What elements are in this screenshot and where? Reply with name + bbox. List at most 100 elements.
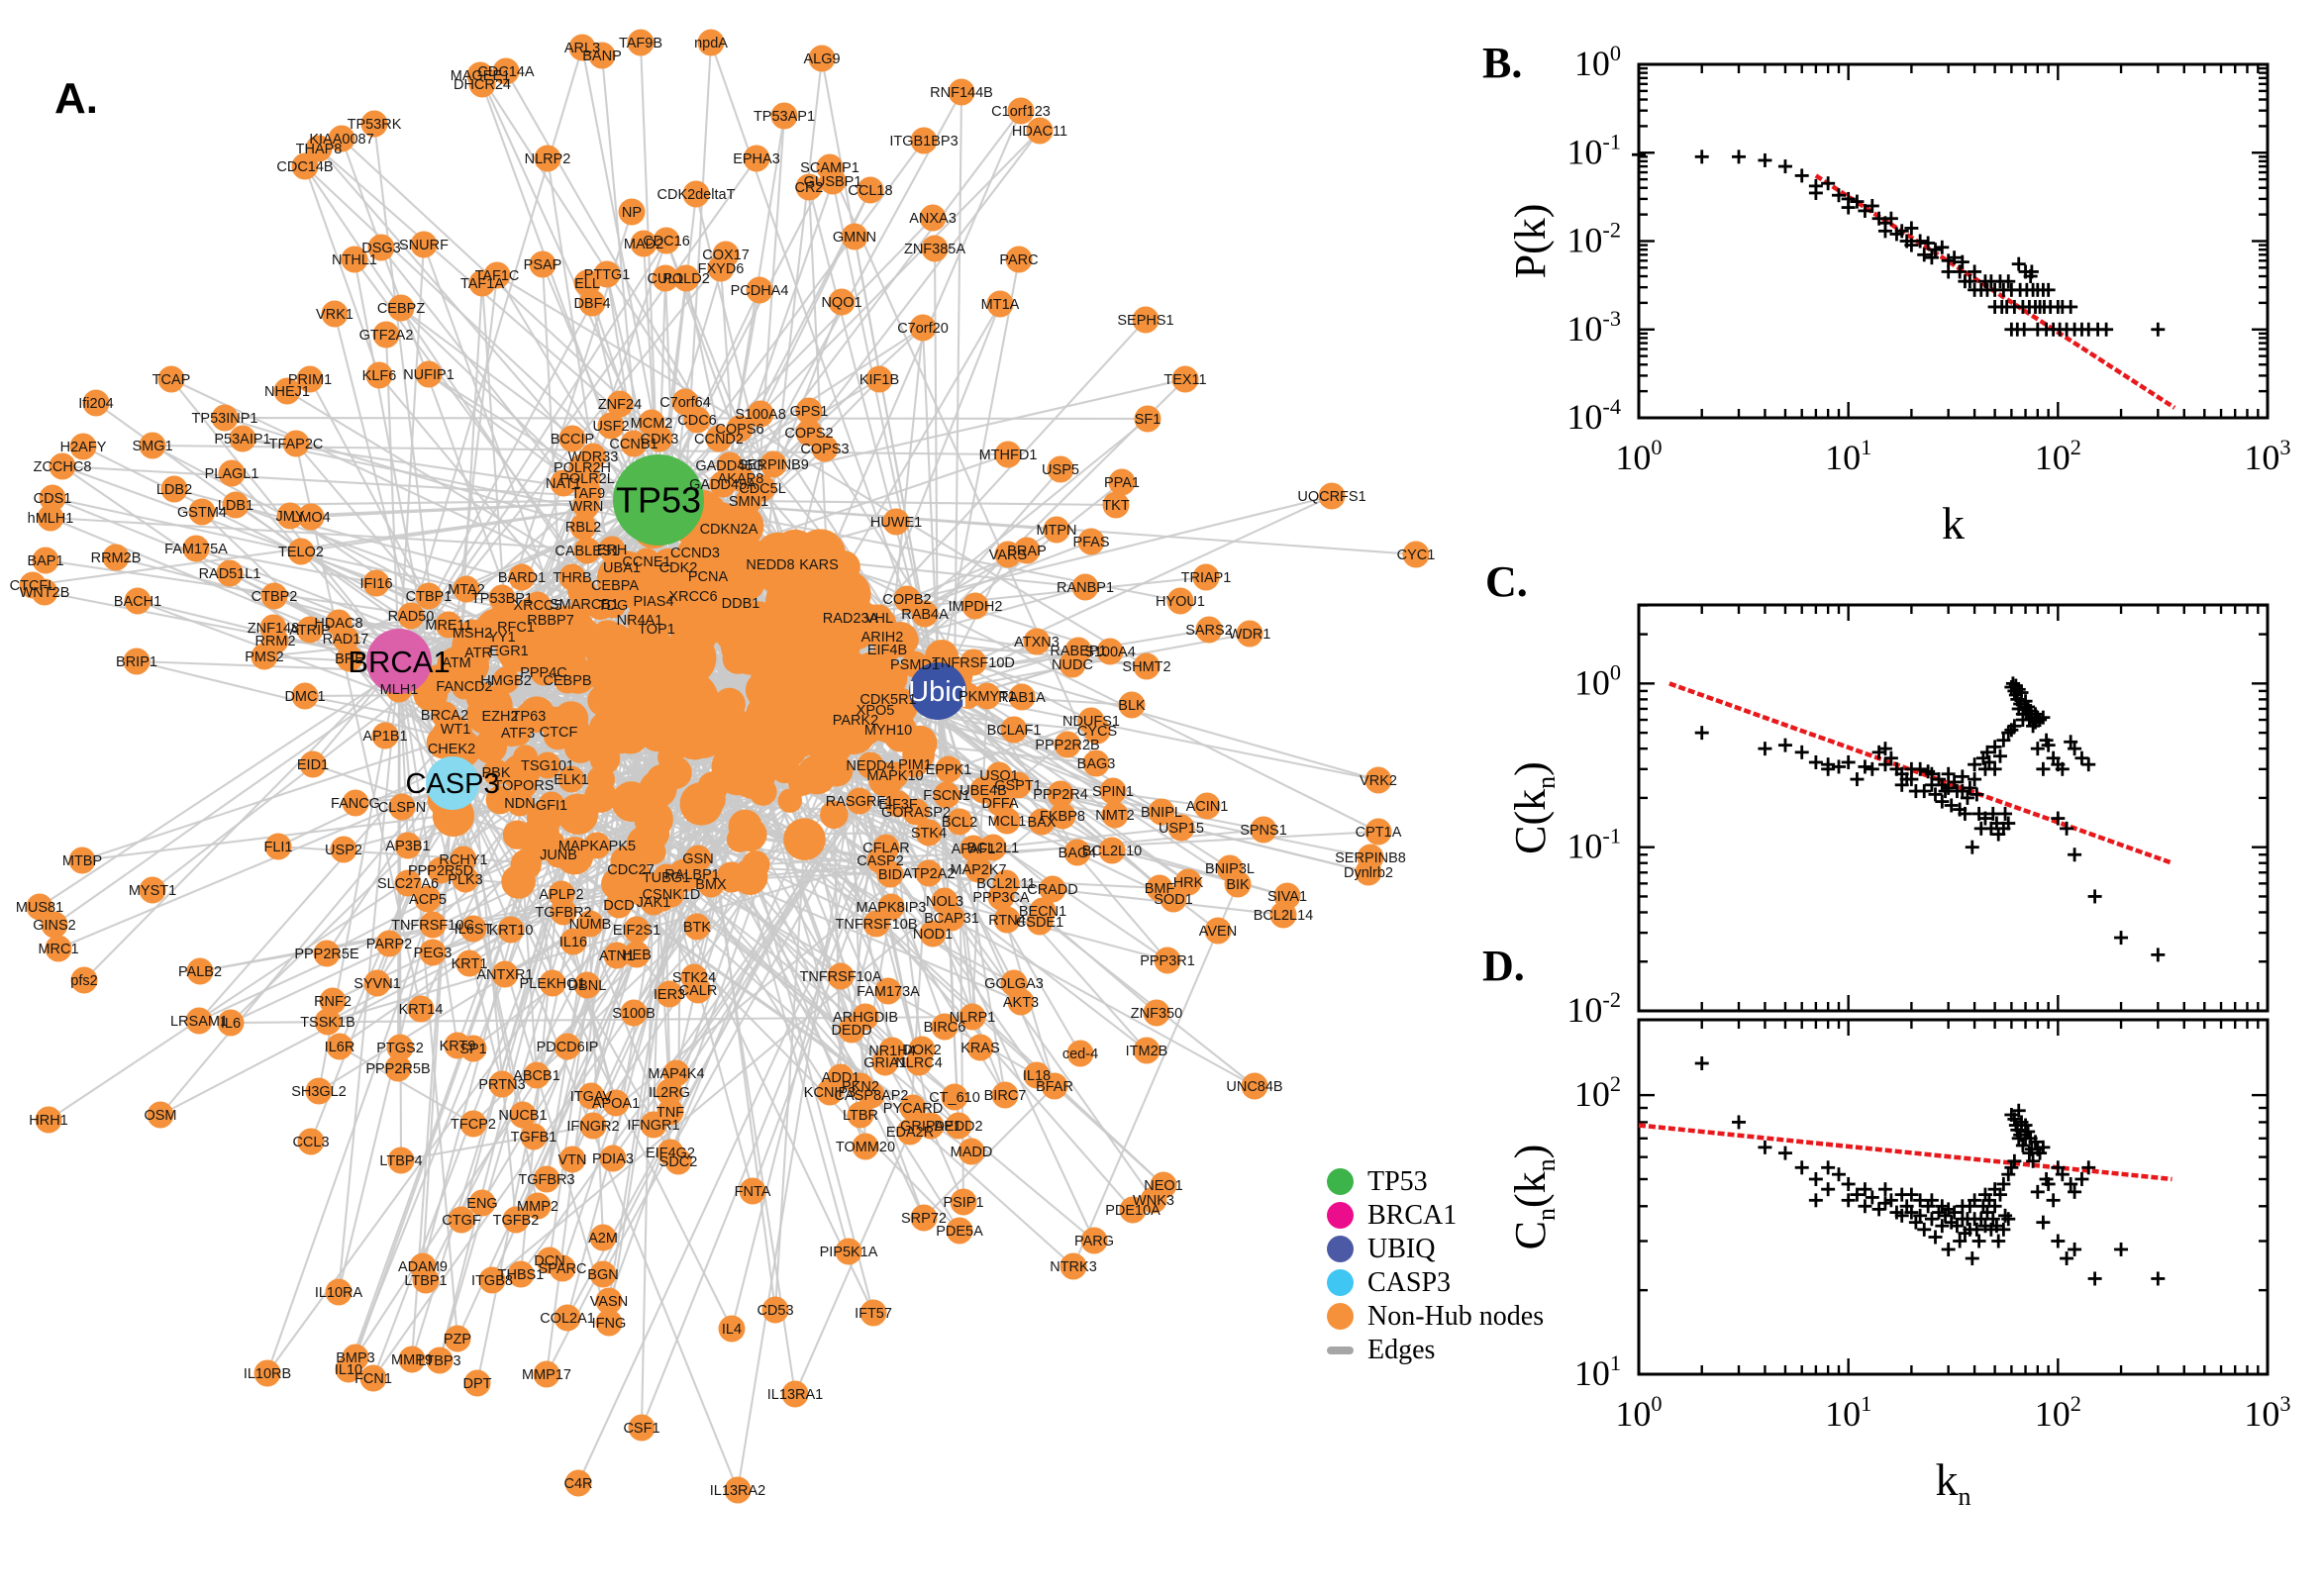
gene-node (1007, 97, 1035, 125)
gene-node-label: CDC16 (643, 234, 690, 249)
gene-node-label: GADD45G (695, 458, 763, 474)
gene-node-label: TAF9B (619, 36, 662, 51)
gene-node-label: SARS2 (1185, 623, 1233, 639)
gene-node-label: PDE10A (1105, 1203, 1161, 1219)
gene-node-label: IL6 (221, 1016, 241, 1032)
gene-node (1204, 917, 1232, 945)
gene-node-label: ENG (466, 1196, 497, 1212)
gene-node-label: TSG101 (521, 758, 574, 774)
gene-node (435, 611, 462, 639)
gene-node-label: COPB2 (882, 592, 931, 608)
gene-node-label: FNTA (735, 1184, 771, 1200)
gene-node (533, 1165, 560, 1193)
gene-node-label: SOD1 (1154, 892, 1193, 908)
gene-node (1140, 1186, 1167, 1214)
gene-node-label: MMP9 (391, 1352, 433, 1368)
gene-node (407, 995, 435, 1023)
gene-node (1028, 808, 1056, 836)
gene-node-label: MAD2 (624, 237, 663, 252)
gene-node (332, 625, 359, 652)
gene-node (597, 412, 625, 440)
gene-node (394, 869, 422, 897)
gene-node (959, 1003, 986, 1031)
gene-node (260, 582, 288, 610)
gene-node-label: APOA1 (592, 1096, 640, 1112)
panel-c-letter: C. (1485, 557, 1528, 606)
gene-node-label: SNURF (399, 238, 449, 253)
gene-node-label: IL6ST (454, 922, 493, 938)
gene-node-label: ZNF24 (598, 397, 642, 413)
gene-node-label: S100A4 (1084, 645, 1136, 660)
gene-node-label: IL16 (559, 935, 587, 950)
gene-node (41, 911, 68, 939)
gene-node-label: BCLAF1 (987, 723, 1042, 739)
gene-node-label: UQCRFS1 (1297, 489, 1365, 505)
gene-node (37, 504, 64, 532)
gene-node-label: TKT (1102, 498, 1130, 514)
gene-node-label: S100B (612, 1006, 656, 1022)
gene-node-label: CYCS (1077, 724, 1117, 740)
gene-node-label: ARL3 (564, 41, 600, 56)
gene-node-label: IFNGR1 (627, 1118, 679, 1134)
gene-node (946, 1217, 973, 1245)
gene-node (961, 592, 989, 620)
gene-node (341, 246, 368, 273)
gene-node-label: ITGAV (570, 1089, 613, 1105)
gene-node-label: EZH2 (481, 709, 518, 725)
node-swatch-icon (1327, 1202, 1354, 1229)
gene-node (1241, 1072, 1268, 1100)
gene-node-label: CSNK1D (643, 887, 701, 903)
gene-node-label: C7orf20 (897, 321, 949, 337)
gene-node-label: PZP (444, 1332, 471, 1347)
gene-node (795, 173, 823, 201)
gene-node-label: BRCA2 (421, 708, 468, 724)
gene-node (139, 876, 166, 904)
gene-node-label: AKAP8 (718, 471, 764, 487)
gene-node-label: RBBP7 (527, 613, 574, 629)
gene-node (874, 716, 902, 744)
gene-node (873, 636, 901, 663)
gene-node-label: ATR (464, 646, 492, 661)
gene-node (620, 430, 648, 457)
gene-node-label: FKBP8 (1040, 809, 1085, 825)
gene-node (387, 294, 415, 322)
gene-node (964, 855, 992, 883)
gene-node-label: SCAMP1 (800, 160, 859, 176)
gene-node-label: USP5 (1042, 462, 1079, 478)
gene-node-label: GRIA1 (863, 1055, 907, 1071)
gene-node-label: MAPK8IP3 (857, 900, 927, 916)
gene-node-label: GMNN (833, 230, 876, 246)
gene-node (438, 735, 465, 762)
gene-node-label: IL4 (722, 1322, 742, 1338)
gene-node-label: VHL (865, 611, 893, 627)
gene-node-label: CPT1A (1356, 825, 1402, 841)
gene-node-label: TGFB2 (493, 1213, 540, 1229)
gene-node-label: ITGB8 (471, 1273, 513, 1289)
gene-node (1133, 652, 1161, 680)
gene-node-label: CABLES1 (555, 544, 619, 559)
gene-node (919, 920, 947, 948)
gene-node (664, 1147, 692, 1175)
gene-node-label: COPS6 (715, 422, 763, 438)
gene-node-label: ZNF385A (904, 242, 965, 257)
gene-node (573, 971, 601, 999)
gene-node (759, 450, 787, 478)
gene-node-label: GADD45A (689, 477, 757, 493)
gene-node-label: C7orf64 (659, 395, 711, 411)
gene-node-label: DEDD (831, 1023, 871, 1039)
gene-node (558, 1146, 586, 1173)
gene-node-label: POLR2H (554, 460, 611, 476)
gene-node-label: TELO2 (278, 545, 324, 560)
gene-node-label: BCL2L11 (976, 876, 1035, 892)
gene-node (342, 789, 369, 817)
gene-node (697, 29, 725, 56)
gene-node (68, 847, 96, 874)
svg-text:10-1: 10-1 (1566, 129, 1621, 171)
gene-node-label: PLK3 (448, 872, 482, 888)
gene-node (1054, 731, 1081, 758)
gene-node (160, 475, 188, 503)
gene-node-label: MTA2 (448, 582, 485, 598)
gene-node (559, 928, 587, 955)
gene-node (837, 604, 864, 632)
gene-node-label: CTBP2 (252, 589, 298, 605)
